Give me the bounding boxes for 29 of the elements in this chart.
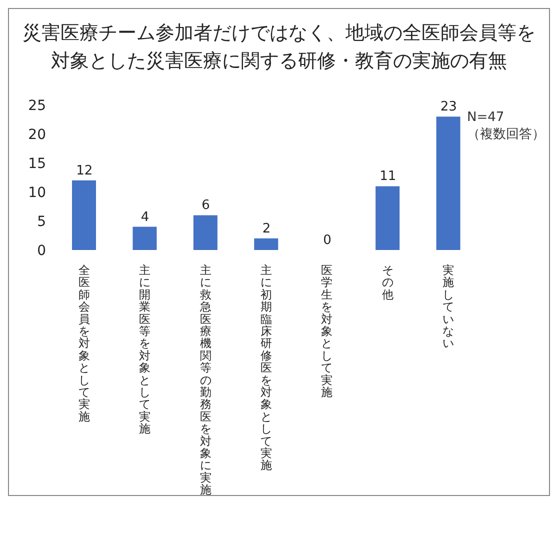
category-label: 全医師会員を対象として実施 <box>78 263 90 424</box>
y-tick-label: 10 <box>28 184 46 201</box>
bar <box>436 116 460 250</box>
y-tick-label: 20 <box>28 126 46 143</box>
chart-title: 災害医療チーム参加者だけではなく、地域の全医師会員等を対象とした災害医療に関する研修・教育の実施の有無 <box>22 21 536 74</box>
data-label: 6 <box>202 198 210 214</box>
data-label: 2 <box>262 221 271 236</box>
annotation: N=47 <box>467 109 506 126</box>
bar <box>254 238 278 250</box>
bar <box>193 215 218 250</box>
x-tick-label: 実施していない <box>442 263 455 350</box>
category-label: 主に救急医療機関等の勤務医を対象に実施 <box>200 263 212 497</box>
bar <box>376 186 400 250</box>
data-label: 12 <box>76 163 93 178</box>
category-label: 主に開業医等を対象として実施 <box>139 263 152 436</box>
bar <box>132 226 157 250</box>
category-label: 医学生を対象として実施 <box>321 263 334 399</box>
data-label: 0 <box>323 233 332 248</box>
y-tick-label: 25 <box>28 98 46 114</box>
category-label: 主に初期臨床研修医を対象として実施 <box>260 263 272 472</box>
y-tick-label: 5 <box>37 214 46 230</box>
y-tick-label: 0 <box>37 242 46 259</box>
annotation: （複数回答） <box>467 126 545 143</box>
data-label: 11 <box>380 169 396 184</box>
x-tick-label: その他 <box>382 263 394 302</box>
data-label: 23 <box>440 100 457 115</box>
bar <box>72 180 96 250</box>
data-label: 4 <box>140 210 150 225</box>
y-tick-label: 15 <box>28 156 46 172</box>
